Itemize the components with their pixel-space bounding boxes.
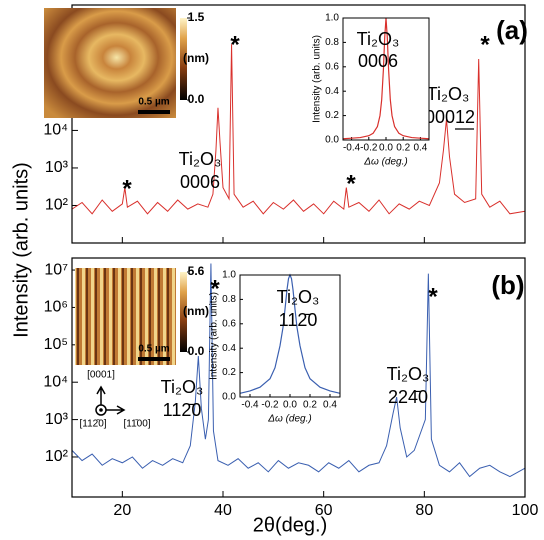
y-tick-label: 0.0 <box>222 392 236 403</box>
direction-label: [112̄0] <box>79 419 106 430</box>
peak-annotation: Ti₂O₃ <box>387 364 430 384</box>
y-axis-label: Intensity (arb. units) <box>209 292 220 380</box>
peak-marker: * <box>428 283 438 310</box>
y-tick-label: 10³ <box>45 411 69 428</box>
panel-label: (a) <box>496 15 528 45</box>
peak-annotation: Ti₂O₃ <box>277 287 320 307</box>
colorbar-unit: (nm) <box>183 304 209 318</box>
x-tick-label: 0.2 <box>396 143 410 154</box>
x-axis-label: 2θ(deg.) <box>253 514 328 536</box>
x-tick-label: 0.0 <box>379 143 393 154</box>
colorbar-label: 0.0 <box>188 92 205 106</box>
peak-annotation: Ti₂O₃ <box>179 149 222 169</box>
peak-annotation: 112̄0 <box>163 400 202 420</box>
direction-label: [0001] <box>87 370 115 381</box>
panel-label: (b) <box>491 270 524 300</box>
scale-bar <box>138 357 170 361</box>
x-tick-label: 0.2 <box>303 400 317 411</box>
x-tick-label: 0.4 <box>413 143 427 154</box>
scale-bar-label: 0.5 µm <box>138 344 169 355</box>
x-tick-label: 80 <box>415 502 433 519</box>
peak-annotation: 0006 <box>180 172 220 192</box>
x-tick-label: 40 <box>214 502 232 519</box>
peak-annotation: 224̄0 <box>388 387 428 407</box>
colorbar-label: 5.6 <box>188 264 205 278</box>
direction-arrow <box>106 406 124 414</box>
y-tick-label: 10³ <box>45 159 69 176</box>
y-tick-label: 10⁷ <box>44 261 68 278</box>
y-tick-label: 0.4 <box>325 86 339 97</box>
y-tick-label: 10⁴ <box>43 373 68 390</box>
peak-annotation: Ti₂O₃ <box>427 84 470 104</box>
scale-bar <box>138 110 170 114</box>
y-tick-label: 10² <box>45 197 69 214</box>
peak-annotation: 0006 <box>358 51 398 71</box>
x-tick-label: 0.0 <box>283 400 297 411</box>
figure: 10²10³10⁴10⁵10⁶10⁷(a)****Ti₂O₃0006Ti₂O₃0… <box>0 0 544 540</box>
y-axis-label: Intensity (arb. units) <box>10 162 32 338</box>
x-tick-label: -0.4 <box>343 143 361 154</box>
peak-marker: * <box>480 31 490 58</box>
direction-label: [11̄00] <box>123 419 150 430</box>
x-axis-label: Δω (deg.) <box>363 157 407 168</box>
peak-marker: * <box>122 175 132 202</box>
peak-annotation: Ti₂O₃ <box>357 29 400 49</box>
y-axis-label: Intensity (arb. units) <box>312 35 323 123</box>
y-tick-label: 1.0 <box>222 270 236 281</box>
y-tick-label: 0.8 <box>222 294 236 305</box>
direction-arrow <box>97 387 105 405</box>
colorbar-unit: (nm) <box>183 51 209 65</box>
peak-marker: * <box>230 31 240 58</box>
y-tick-label: 0.2 <box>222 367 236 378</box>
direction-dot-center <box>99 408 103 412</box>
y-tick-label: 0.8 <box>325 37 339 48</box>
x-tick-label: -0.2 <box>360 143 378 154</box>
x-tick-label: -0.2 <box>261 400 279 411</box>
y-tick-label: 10² <box>45 448 69 465</box>
y-tick-label: 10⁶ <box>44 299 68 316</box>
y-tick-label: 0.4 <box>222 343 236 354</box>
x-axis-label: Δω (deg.) <box>267 414 311 425</box>
colorbar-label: 0.0 <box>188 344 205 358</box>
peak-annotation: Ti₂O₃ <box>161 377 204 397</box>
x-tick-label: 0.4 <box>323 400 337 411</box>
y-tick-label: 10⁴ <box>43 122 68 139</box>
y-tick-label: 1.0 <box>325 13 339 24</box>
colorbar-label: 1.5 <box>188 10 205 24</box>
x-tick-label: 20 <box>113 502 131 519</box>
x-tick-label: -0.4 <box>241 400 259 411</box>
peak-annotation: 112̄0 <box>279 310 318 330</box>
x-tick-label: 100 <box>512 502 539 519</box>
peak-marker: * <box>346 170 356 197</box>
y-tick-label: 0.6 <box>222 318 236 329</box>
y-tick-label: 10⁵ <box>44 336 68 353</box>
y-tick-label: 0.2 <box>325 110 339 121</box>
y-tick-label: 0.0 <box>325 135 339 146</box>
peak-annotation: 00012 <box>425 107 475 127</box>
scale-bar-label: 0.5 µm <box>138 97 169 108</box>
y-tick-label: 0.6 <box>325 61 339 72</box>
